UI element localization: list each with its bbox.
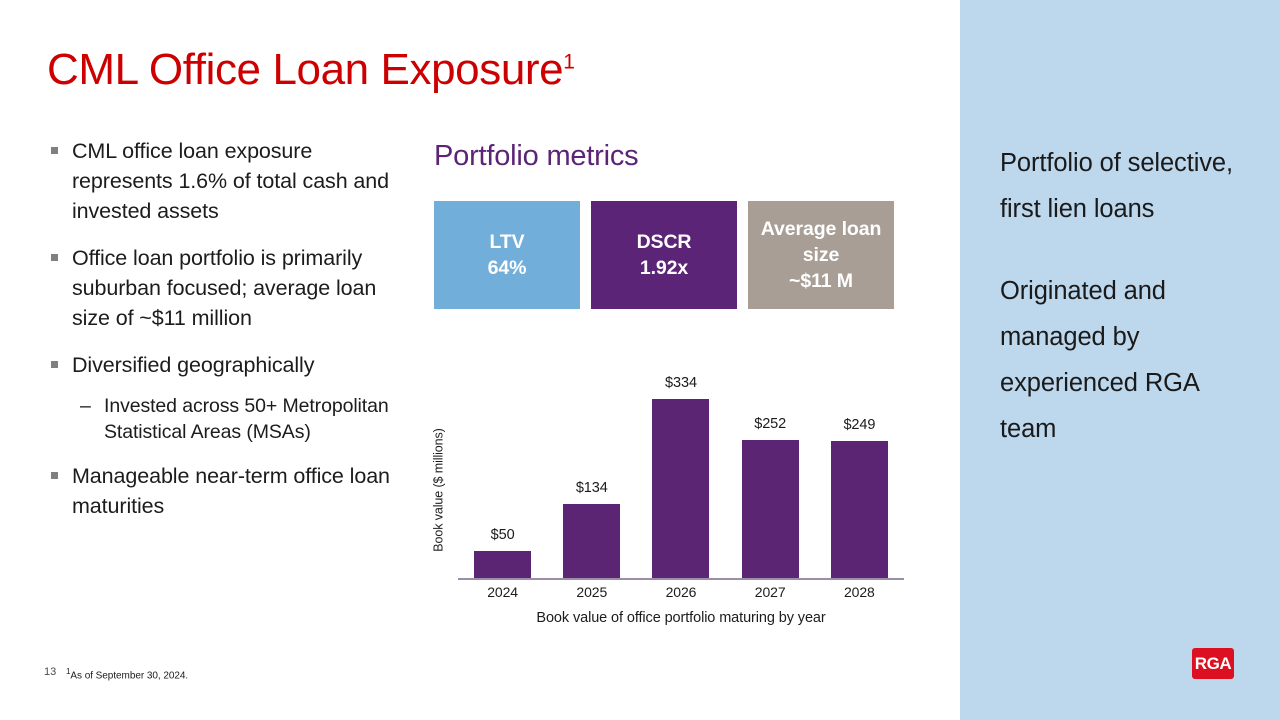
metric-card-label: Average loan size xyxy=(760,218,882,266)
footnote: 1As of September 30, 2024. xyxy=(66,667,188,681)
chart-bar-column: $252 xyxy=(726,375,815,578)
chart-bar-value-label: $252 xyxy=(754,415,787,432)
chart-bar-column: $334 xyxy=(636,375,725,578)
metric-card-label: DSCR xyxy=(636,231,692,253)
chart-x-tick-label: 2024 xyxy=(487,584,518,600)
maturity-bar-chart: Book value ($ millions) $50 $134 $334 $252 $… xyxy=(431,375,904,630)
chart-bar-value-label: $334 xyxy=(665,375,697,391)
rga-logo: RGA xyxy=(1192,648,1234,679)
page-number: 13 xyxy=(44,666,57,678)
chart-plot-area: $50 $134 $334 $252 $249 xyxy=(458,375,904,578)
metric-card-value: 64% xyxy=(487,257,527,279)
list-item-sub: Invested across 50+ Metropolitan Statist… xyxy=(47,393,397,445)
right-panel-paragraph: Originated and managed by experienced RG… xyxy=(1000,277,1199,443)
bullet-list: CML office loan exposure represents 1.6%… xyxy=(47,136,397,538)
right-panel-text: Portfolio of selective, first lien loans… xyxy=(1000,140,1250,452)
chart-y-axis-label-text: Book value ($ millions) xyxy=(432,428,447,552)
metric-card-average-loan-size: Average loan size ~$11 M xyxy=(748,201,894,309)
chart-y-axis-label: Book value ($ millions) xyxy=(431,405,447,575)
right-panel-paragraph: Portfolio of selective, first lien loans xyxy=(1000,149,1233,223)
chart-x-axis-title: Book value of office portfolio maturing … xyxy=(536,610,826,626)
footnote-marker: 1 xyxy=(66,667,71,676)
chart-x-tick-row: 2024 2025 2026 2027 2028 xyxy=(458,584,904,600)
right-highlight-panel: Portfolio of selective, first lien loans… xyxy=(960,0,1280,720)
chart-bar-value-label: $249 xyxy=(843,417,876,434)
rga-logo-text: RGA xyxy=(1194,653,1232,673)
list-item: CML office loan exposure represents 1.6%… xyxy=(47,136,397,226)
list-item: Diversified geographically xyxy=(47,350,397,380)
metric-card-group: LTV 64% DSCR 1.92x Average loan size ~$1… xyxy=(434,201,894,309)
chart-baseline xyxy=(458,578,904,580)
chart-bar-column: $50 xyxy=(458,375,547,578)
chart-x-tick-label: 2028 xyxy=(843,584,875,600)
chart-bar xyxy=(652,399,710,578)
chart-bar-column: $134 xyxy=(547,375,636,578)
page-title: CML Office Loan Exposure1 xyxy=(47,44,575,96)
chart-bar xyxy=(474,550,532,578)
footnote-text: As of September 30, 2024. xyxy=(70,670,189,682)
chart-bar xyxy=(741,439,799,578)
portfolio-metrics-heading: Portfolio metrics xyxy=(434,140,639,172)
page-title-superscript: 1 xyxy=(563,50,575,74)
chart-bar-value-label: $134 xyxy=(575,480,608,497)
chart-x-tick-label: 2025 xyxy=(576,584,608,600)
page-title-text: CML Office Loan Exposure xyxy=(47,45,564,94)
chart-x-tick-label: 2026 xyxy=(665,584,697,600)
list-item: Office loan portfolio is primarily subur… xyxy=(47,243,397,333)
metric-card-value: ~$11 M xyxy=(789,270,853,292)
chart-bar xyxy=(563,504,621,578)
chart-bar-column: $249 xyxy=(815,375,904,578)
metric-card-ltv: LTV 64% xyxy=(434,201,580,309)
metric-card-dscr: DSCR 1.92x xyxy=(591,201,737,309)
chart-bar-value-label: $50 xyxy=(490,526,515,543)
metric-card-label: LTV xyxy=(489,231,525,253)
chart-bar xyxy=(830,441,888,578)
chart-x-tick-label: 2027 xyxy=(754,584,786,600)
metric-card-value: 1.92x xyxy=(639,257,689,279)
list-item: Manageable near-term office loan maturit… xyxy=(47,461,397,521)
